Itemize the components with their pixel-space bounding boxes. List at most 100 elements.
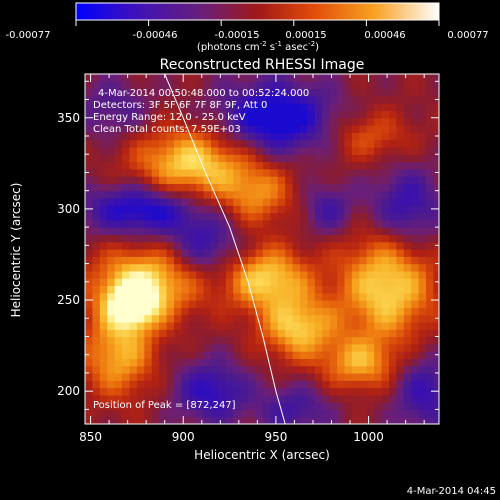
heatmap-cell	[166, 336, 175, 345]
heatmap-cell	[411, 74, 420, 82]
heatmap-cell	[166, 125, 175, 133]
heatmap-cell	[285, 372, 294, 381]
heatmap-cell	[129, 343, 138, 352]
heatmap-cell	[344, 161, 353, 170]
heatmap-cell	[233, 329, 242, 338]
heatmap-cell	[188, 132, 197, 141]
heatmap-cell	[248, 88, 257, 97]
heatmap-cell	[381, 74, 390, 82]
heatmap-cell	[173, 336, 182, 345]
heatmap-cell	[262, 314, 271, 323]
heatmap-cell	[285, 278, 294, 287]
heatmap-cell	[233, 300, 242, 308]
heatmap-cell	[403, 219, 412, 228]
heatmap-cell	[262, 117, 271, 126]
heatmap-cell	[196, 263, 205, 272]
heatmap-cell	[196, 365, 205, 374]
heatmap-cell	[166, 74, 175, 82]
heatmap-cell	[166, 205, 175, 214]
heatmap-cell	[307, 227, 316, 236]
heatmap-cell	[255, 219, 264, 228]
heatmap-cell	[218, 125, 227, 133]
heatmap-cell	[159, 183, 168, 192]
heatmap-cell	[99, 372, 108, 381]
heatmap-cell	[292, 161, 301, 170]
heatmap-cell	[396, 241, 405, 250]
heatmap-cell	[255, 365, 264, 374]
heatmap-cell	[374, 205, 383, 214]
heatmap-cell	[337, 307, 346, 316]
heatmap-cell	[426, 343, 435, 352]
heatmap-cell	[277, 336, 286, 345]
heatmap-cell	[129, 256, 138, 265]
heatmap-cell	[314, 117, 323, 126]
heatmap-cell	[396, 139, 405, 148]
heatmap-cell	[374, 256, 383, 265]
heatmap-cell	[344, 365, 353, 374]
heatmap-cell	[255, 146, 264, 155]
heatmap-cell	[136, 183, 145, 192]
heatmap-cell	[411, 263, 420, 272]
heatmap-cell	[396, 351, 405, 359]
heatmap-cell	[188, 351, 197, 359]
heatmap-cell	[85, 416, 94, 424]
heatmap-cell	[388, 409, 397, 418]
heatmap-cell	[418, 132, 427, 141]
heatmap-cell	[122, 314, 131, 323]
heatmap-cell	[129, 307, 138, 316]
heatmap-cell	[403, 416, 412, 424]
heatmap-cell	[107, 249, 116, 257]
heatmap-cell	[159, 343, 168, 352]
heatmap-cell	[173, 292, 182, 301]
heatmap-cell	[122, 190, 131, 199]
heatmap-cell	[85, 278, 94, 287]
heatmap-cell	[344, 358, 353, 367]
heatmap-cell	[433, 81, 439, 90]
heatmap-cell	[374, 95, 383, 104]
heatmap-cell	[322, 278, 331, 287]
heatmap-cell	[225, 183, 234, 192]
heatmap-cell	[225, 336, 234, 345]
heatmap-cell	[411, 365, 420, 374]
heatmap-cell	[136, 314, 145, 323]
heatmap-cell	[411, 241, 420, 250]
heatmap-cell	[248, 103, 257, 112]
heatmap-cell	[418, 351, 427, 359]
heatmap-cell	[181, 168, 190, 177]
heatmap-cell	[433, 249, 439, 257]
heatmap-cell	[299, 168, 308, 177]
heatmap-cell	[396, 74, 405, 82]
heatmap-cell	[144, 95, 153, 104]
heatmap-cell	[307, 117, 316, 126]
heatmap-cell	[277, 314, 286, 323]
heatmap-cell	[337, 256, 346, 265]
heatmap-cell	[99, 88, 108, 97]
heatmap-cell	[299, 416, 308, 424]
heatmap-cell	[314, 292, 323, 301]
heatmap-cell	[374, 132, 383, 141]
heatmap-cell	[396, 117, 405, 126]
heatmap-cell	[196, 95, 205, 104]
heatmap-cell	[233, 351, 242, 359]
heatmap-cell	[322, 263, 331, 272]
heatmap-cell	[366, 292, 375, 301]
heatmap-cell	[366, 270, 375, 279]
heatmap-cell	[426, 234, 435, 243]
heatmap-cell	[144, 81, 153, 90]
heatmap-cell	[381, 146, 390, 155]
heatmap-cell	[166, 88, 175, 97]
heatmap-cell	[344, 168, 353, 177]
heatmap-cell	[277, 125, 286, 133]
heatmap-cell	[270, 409, 279, 418]
heatmap-cell	[136, 88, 145, 97]
heatmap-cell	[129, 278, 138, 287]
heatmap-cell	[136, 278, 145, 287]
heatmap-cell	[181, 227, 190, 236]
heatmap-cell	[203, 190, 212, 199]
heatmap-cell	[418, 154, 427, 163]
heatmap-cell	[374, 336, 383, 345]
heatmap-cell	[329, 321, 338, 330]
heatmap-cell	[299, 300, 308, 308]
heatmap-cell	[99, 241, 108, 250]
heatmap-cell	[136, 358, 145, 367]
